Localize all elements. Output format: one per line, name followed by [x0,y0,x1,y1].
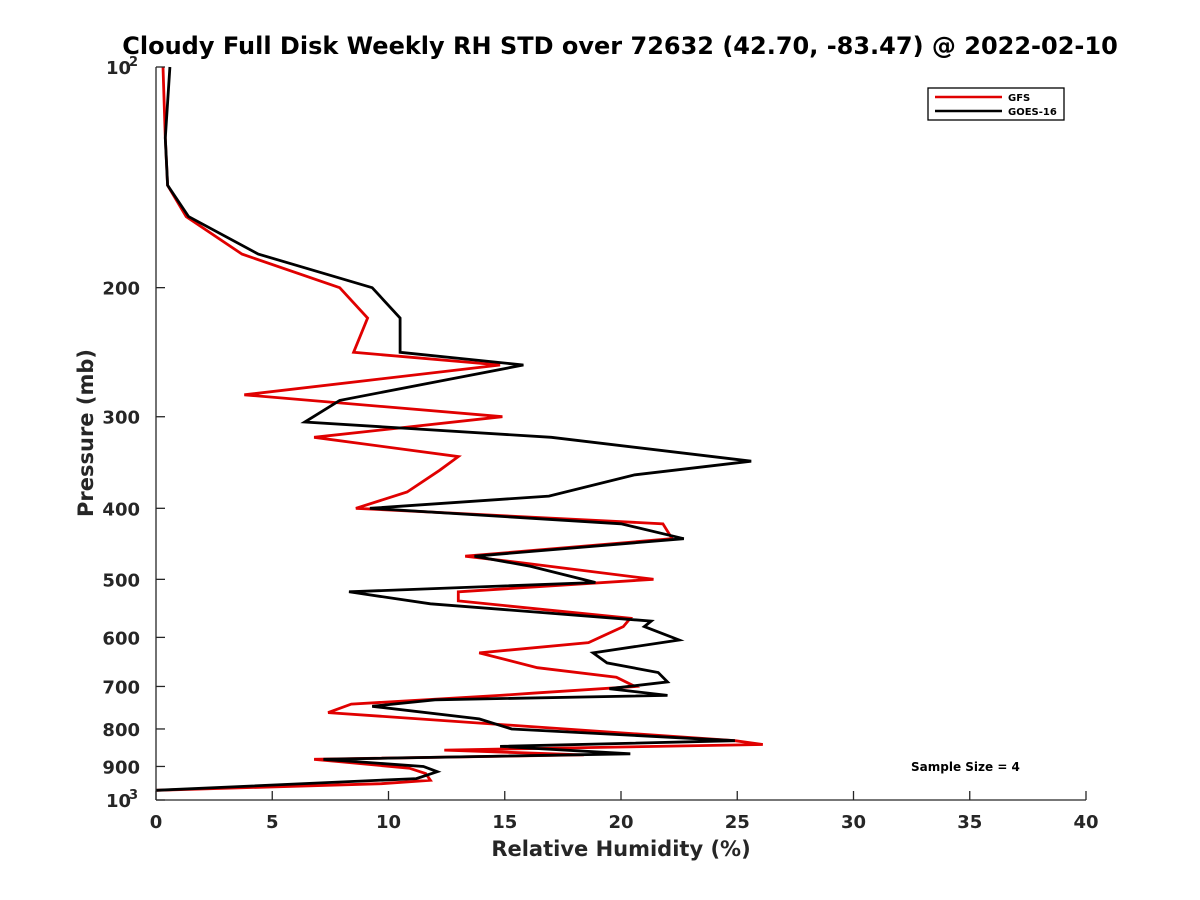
x-tick-label: 25 [725,812,750,833]
y-tick-label: 700 [102,677,140,698]
series-line-goes16 [155,66,752,792]
y-tick-exponent: 3 [129,788,138,803]
x-ticks: 0 5 10 15 20 25 30 35 40 [150,791,1099,833]
x-tick-label: 35 [957,812,982,833]
y-tick-label: 900 [102,757,140,778]
y-tick-label: 600 [102,628,140,649]
y-tick-label: 500 [102,570,140,591]
x-tick-label: 15 [492,812,517,833]
legend-box [927,87,1065,121]
y-tick-label: 300 [102,408,140,429]
series-layer [155,66,763,792]
x-axis-label: Relative Humidity (%) [491,837,750,861]
x-tick-label: 20 [608,812,633,833]
y-tick-label: 10 [106,58,131,79]
sample-size-annotation: Sample Size = 4 [911,760,1020,774]
x-tick-label: 10 [376,812,401,833]
x-tick-label: 5 [266,812,279,833]
y-tick-exponent: 2 [129,55,138,70]
legend: GFS GOES-16 [927,87,1065,121]
y-tick-label: 200 [102,279,140,300]
x-tick-label: 0 [150,812,163,833]
chart-title: Cloudy Full Disk Weekly RH STD over 7263… [122,32,1118,60]
y-tick-label: 10 [106,791,131,812]
plot-area [156,67,1086,800]
y-tick-label: 800 [102,720,140,741]
x-tick-label: 30 [841,812,866,833]
series-line-gfs [155,66,763,792]
x-tick-label: 40 [1073,812,1098,833]
y-tick-label: 400 [102,499,140,520]
legend-label-goes16: GOES-16 [1008,107,1057,118]
y-axis-label: Pressure (mb) [74,349,98,517]
legend-label-gfs: GFS [1008,93,1030,104]
